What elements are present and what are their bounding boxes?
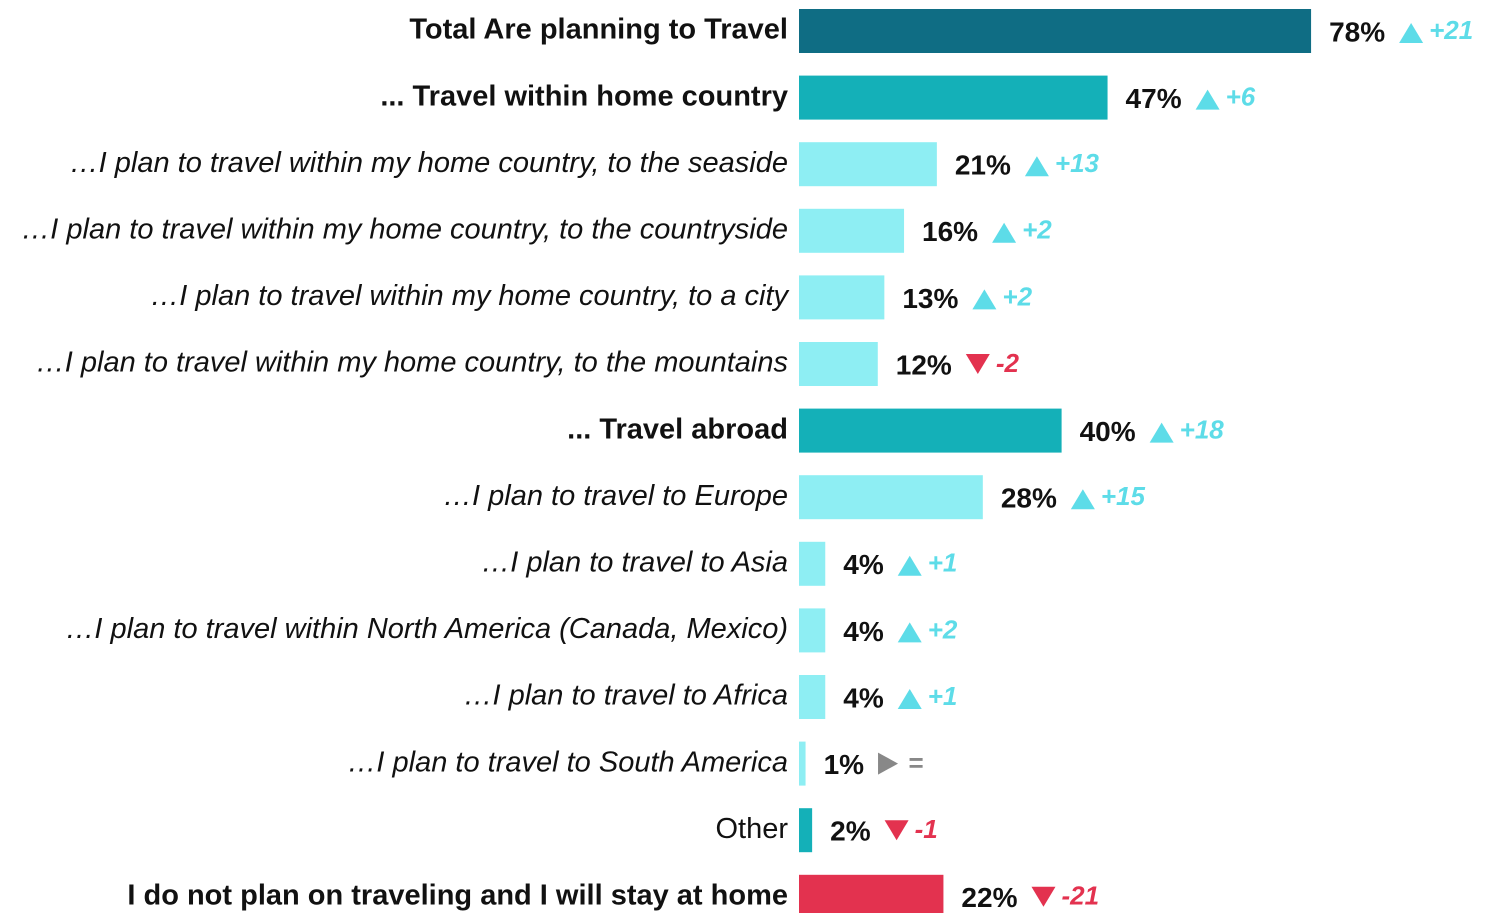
change-label: -21	[1061, 881, 1099, 911]
category-label: …I plan to travel within North America (…	[65, 613, 788, 645]
change-arrow	[1149, 422, 1174, 443]
bar	[799, 874, 944, 913]
change-label: +1	[928, 548, 958, 578]
category-label: I do not plan on traveling and I will st…	[127, 879, 788, 911]
value-label: 21%	[955, 150, 1011, 181]
change-arrow	[1024, 156, 1049, 177]
change-arrow	[897, 622, 922, 643]
value-label: 78%	[1329, 16, 1385, 47]
category-label: …I plan to travel within my home country…	[21, 213, 788, 245]
bar	[799, 541, 826, 586]
change-label: +15	[1101, 481, 1146, 511]
value-label: 28%	[1001, 483, 1057, 514]
bar	[799, 408, 1062, 453]
bar	[799, 675, 826, 719]
bar	[799, 608, 826, 653]
change-arrow	[1070, 489, 1095, 510]
category-label: …I plan to travel to Europe	[443, 480, 788, 512]
change-arrow	[992, 222, 1017, 243]
category-label: ... Travel within home country	[380, 80, 788, 112]
bar	[799, 9, 1312, 53]
change-arrow	[897, 555, 922, 576]
change-arrow	[1195, 89, 1220, 110]
change-arrow	[972, 289, 997, 310]
change-label: -2	[996, 348, 1020, 378]
value-label: 2%	[830, 816, 871, 847]
category-label: …I plan to travel within my home country…	[36, 347, 788, 379]
change-arrow	[1031, 886, 1056, 907]
change-label: +13	[1055, 148, 1100, 178]
category-label: …I plan to travel to Asia	[481, 546, 788, 578]
change-label: +6	[1226, 81, 1256, 111]
value-label: 40%	[1080, 416, 1136, 447]
value-label: 16%	[922, 216, 978, 247]
category-label: Total Are planning to Travel	[409, 14, 788, 46]
change-label: +21	[1429, 15, 1473, 45]
bar	[799, 75, 1108, 120]
category-label: …I plan to travel within my home country…	[150, 280, 789, 312]
bar	[799, 275, 885, 320]
change-label: +18	[1180, 414, 1225, 444]
category-label: Other	[715, 813, 788, 845]
category-label: …I plan to travel to South America	[347, 746, 788, 778]
change-arrow	[897, 689, 922, 709]
bar	[799, 741, 806, 786]
value-label: 4%	[843, 549, 884, 580]
value-label: 22%	[961, 882, 1017, 913]
change-arrow	[965, 354, 990, 374]
change-label: +2	[1002, 281, 1032, 311]
value-label: 4%	[843, 682, 884, 713]
change-arrow	[884, 820, 909, 841]
change-label: +2	[928, 614, 958, 644]
bar	[799, 808, 813, 853]
value-label: 47%	[1126, 83, 1182, 114]
bar	[799, 142, 937, 187]
category-label: …I plan to travel within my home country…	[70, 147, 788, 179]
change-arrow	[878, 752, 899, 775]
value-label: 12%	[896, 349, 952, 380]
change-label: =	[908, 747, 923, 777]
bar	[799, 208, 905, 253]
change-arrow	[1399, 23, 1424, 43]
value-label: 13%	[902, 283, 958, 314]
value-label: 4%	[843, 616, 884, 647]
category-label: ... Travel abroad	[567, 413, 788, 445]
change-label: +2	[1022, 215, 1052, 245]
value-label: 1%	[824, 749, 865, 780]
change-label: +1	[928, 681, 958, 711]
category-label: …I plan to travel to Africa	[463, 680, 788, 712]
bar	[799, 342, 878, 386]
change-label: -1	[915, 814, 938, 844]
bar	[799, 475, 983, 520]
